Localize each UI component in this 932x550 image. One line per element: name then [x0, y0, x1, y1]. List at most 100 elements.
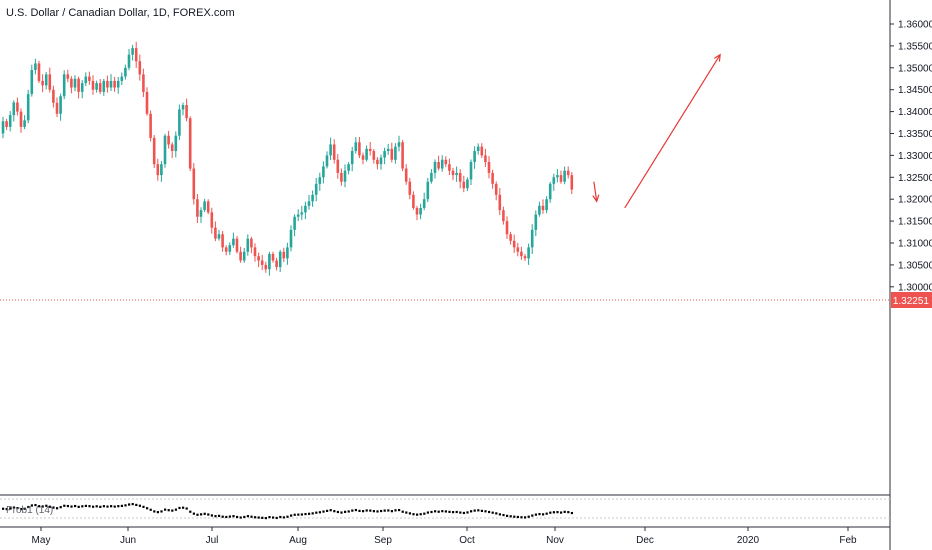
candle-body [332, 144, 336, 160]
projection-arrow-line[interactable] [593, 181, 598, 202]
oscillator-point [336, 510, 339, 514]
candle-body [44, 74, 48, 86]
candle-body [178, 109, 181, 136]
x-tick-label: Sep [374, 535, 392, 546]
oscillator-point [210, 514, 213, 517]
candle-body [149, 113, 152, 138]
candle-body [415, 207, 419, 215]
x-tick-label: Jul [206, 535, 219, 546]
candle-body [433, 161, 437, 173]
candle-body [73, 78, 77, 88]
y-tick-label: 1.34000 [898, 107, 932, 118]
candle-body [412, 194, 415, 208]
candle-body [376, 159, 379, 165]
oscillator-point [264, 517, 267, 520]
oscillator-point [380, 509, 383, 513]
oscillator-point [423, 512, 426, 515]
candle-body [325, 155, 329, 167]
oscillator-point [218, 514, 221, 517]
candle-body [66, 74, 70, 79]
oscillator-point [246, 515, 249, 518]
candle-body [512, 240, 516, 248]
candle-body [440, 159, 444, 169]
candle-body [358, 142, 361, 156]
candle-body [523, 256, 527, 259]
oscillator-point [174, 508, 177, 511]
x-tick-label: Jun [120, 535, 136, 546]
candle-body [8, 115, 12, 127]
oscillator-point [74, 504, 77, 508]
candle-body [275, 260, 278, 268]
oscillator-point [552, 511, 555, 514]
oscillator-point [63, 504, 66, 507]
projection-arrow-head [713, 53, 721, 62]
oscillator-point [545, 512, 548, 515]
oscillator-point [45, 504, 48, 507]
oscillator-point [142, 505, 145, 508]
candle-body [476, 146, 480, 152]
oscillator-point [466, 511, 469, 514]
oscillator-point [344, 510, 347, 513]
time-axis[interactable]: May Jun Jul Aug Sep Oct Nov Dec 2020 Feb [32, 527, 858, 546]
oscillator-point [311, 512, 314, 515]
oscillator-point [347, 510, 350, 513]
candle-body [1, 121, 5, 134]
candle-body [95, 83, 98, 90]
candle-body [84, 76, 88, 84]
y-tick-label: 1.30500 [898, 260, 932, 271]
projection-arrows[interactable] [592, 53, 721, 209]
candle-body [23, 120, 26, 127]
oscillator-point [462, 511, 465, 515]
candle-body [113, 80, 116, 88]
oscillator-point [390, 510, 393, 513]
candle-body [322, 166, 325, 178]
oscillator-point [34, 503, 37, 507]
candle-body [386, 148, 390, 152]
y-tick-label: 1.31000 [898, 239, 932, 250]
oscillator-point [498, 513, 501, 516]
candle-body [242, 251, 246, 261]
oscillator-point [354, 508, 357, 512]
candle-body [329, 144, 332, 156]
candle-body [361, 155, 365, 160]
oscillator-point [333, 510, 336, 513]
projection-arrow-line[interactable] [624, 54, 721, 209]
candle-body [530, 229, 534, 248]
oscillator-point [394, 509, 397, 512]
oscillator-point [66, 504, 69, 508]
candle-body [116, 80, 120, 88]
candle-body [458, 172, 462, 182]
candle-body [289, 229, 293, 248]
candle-body [228, 245, 232, 252]
oscillator-point [401, 510, 404, 513]
oscillator-point [56, 507, 59, 510]
oscillator-point [326, 509, 329, 512]
oscillator-point [430, 510, 433, 514]
candle-body [473, 151, 476, 162]
candle-body [390, 148, 394, 160]
candle-body [163, 135, 167, 165]
oscillator-point [556, 511, 559, 514]
candle-body [538, 205, 541, 215]
oscillator-point [164, 508, 167, 511]
price-axis[interactable]: 1.36000 1.35500 1.35000 1.34500 1.34000 1.335… [890, 20, 932, 294]
candle-body [235, 238, 239, 252]
y-tick-label: 1.35500 [898, 41, 932, 52]
x-tick-label: Oct [459, 535, 475, 546]
oscillator-point [225, 515, 228, 519]
oscillator-point [106, 505, 109, 508]
oscillator-point [124, 504, 127, 507]
oscillator-point [398, 508, 401, 512]
candle-body [509, 234, 512, 241]
candle-body [372, 151, 376, 160]
oscillator-point [272, 516, 275, 519]
oscillator-point [437, 510, 440, 513]
candle-body [246, 238, 250, 252]
oscillator-point [128, 503, 131, 506]
candle-body [469, 161, 473, 180]
oscillator-point [228, 515, 231, 518]
oscillator-point [362, 510, 365, 513]
candle-body [217, 234, 221, 239]
oscillator-point [286, 515, 289, 518]
